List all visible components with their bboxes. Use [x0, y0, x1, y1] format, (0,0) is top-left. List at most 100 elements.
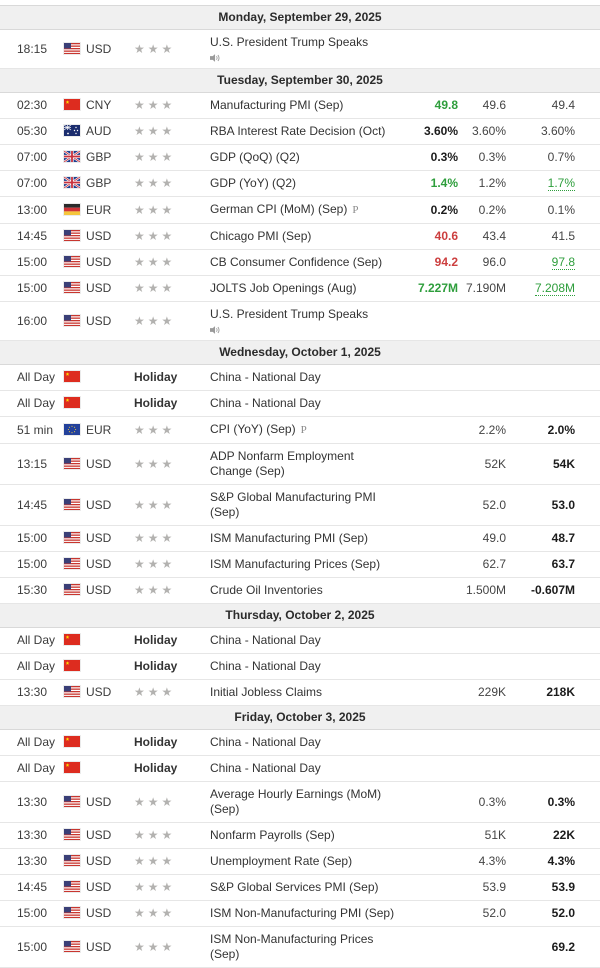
event-name-link[interactable]: ADP Nonfarm Employment Change (Sep)	[210, 449, 354, 478]
event-cell: Chicago PMI (Sep)	[210, 223, 406, 250]
importance-stars-icon: ★★★	[134, 456, 176, 471]
holiday-row[interactable]: All Day Holiday China - National Day	[0, 627, 600, 654]
holiday-row[interactable]: All Day Holiday China - National Day	[0, 755, 600, 782]
event-cell: China - National Day	[210, 653, 406, 680]
previous-revised-value[interactable]: 97.8	[551, 255, 575, 270]
event-name-link[interactable]: Nonfarm Payrolls (Sep)	[210, 828, 335, 842]
gb-flag-icon	[64, 177, 80, 188]
event-row[interactable]: 07:00 GBP ★★★ GDP (YoY) (Q2) 1.4% 1.2% 1.7%	[0, 170, 600, 197]
event-name-link[interactable]: ISM Non-Manufacturing PMI (Sep)	[210, 906, 395, 920]
event-row[interactable]: 15:00 USD ★★★ ISM Manufacturing PMI (Sep) 49…	[0, 525, 600, 552]
day-header-label: Monday, September 29, 2025	[0, 5, 600, 30]
event-row[interactable]: 14:45 USD ★★★ S&P Global Services PMI (Sep)…	[0, 874, 600, 901]
event-row[interactable]: 18:15 USD ★★★ U.S. President Trump Speaks	[0, 29, 600, 69]
forecast-value: 2.2%	[462, 416, 510, 444]
currency-code: USD	[86, 313, 112, 328]
event-name-link[interactable]: ISM Manufacturing PMI (Sep)	[210, 531, 369, 545]
event-row[interactable]: 07:00 GBP ★★★ GDP (QoQ) (Q2) 0.3% 0.3% 0.7%	[0, 144, 600, 171]
importance-stars-icon: ★★★	[134, 313, 176, 328]
event-name-link[interactable]: ISM Non-Manufacturing Prices (Sep)	[210, 932, 374, 961]
holiday-row[interactable]: All Day Holiday China - National Day	[0, 729, 600, 756]
event-name-link[interactable]: GDP (QoQ) (Q2)	[210, 150, 300, 164]
event-name-link[interactable]: Chicago PMI (Sep)	[210, 229, 312, 243]
event-name-link[interactable]: Average Hourly Earnings (MoM) (Sep)	[210, 787, 382, 816]
event-importance: ★★★	[134, 443, 210, 485]
event-name-link[interactable]: Manufacturing PMI (Sep)	[210, 98, 344, 112]
previous-value: 4.3%	[510, 848, 600, 875]
previous-number: 2.0%	[547, 422, 575, 437]
event-cell: U.S. President Trump Speaks	[210, 29, 406, 69]
importance-stars-icon: ★★★	[134, 583, 176, 597]
us-flag-icon	[64, 940, 80, 952]
event-name-link[interactable]: ISM Manufacturing Prices (Sep)	[210, 557, 381, 571]
holiday-row[interactable]: All Day Holiday China - National Day	[0, 364, 600, 391]
event-cell: CPI (YoY) (Sep) P	[210, 416, 406, 444]
event-row[interactable]: 15:00 USD ★★★ ISM Non-Manufacturing Prices …	[0, 926, 600, 968]
event-currency: USD	[64, 525, 134, 552]
event-row[interactable]: 13:00 EUR ★★★ German CPI (MoM) (Sep) P 0.2% 0.…	[0, 196, 600, 224]
event-time: 18:15	[0, 29, 64, 69]
forecast-value: 62.7	[462, 551, 510, 578]
event-name-link[interactable]: GDP (YoY) (Q2)	[210, 176, 297, 190]
event-row[interactable]: 13:30 USD ★★★ Nonfarm Payrolls (Sep) 51K 22K	[0, 822, 600, 849]
event-row[interactable]: 15:00 USD ★★★ CB Consumer Confidence (Sep) 9…	[0, 249, 600, 276]
currency-code: USD	[86, 685, 112, 699]
holiday-row[interactable]: All Day Holiday China - National Day	[0, 653, 600, 680]
forecast-value: 49.0	[462, 525, 510, 552]
event-row[interactable]: 51 min EUR ★★★ CPI (YoY) (Sep) P 2.2% 2.0%	[0, 416, 600, 444]
event-time: 07:00	[0, 170, 64, 197]
previous-number: 218K	[546, 685, 575, 699]
importance-stars-icon: ★★★	[134, 828, 176, 842]
forecast-value	[462, 627, 510, 654]
currency-code: AUD	[86, 124, 112, 138]
event-currency: USD	[64, 275, 134, 302]
event-row[interactable]: 15:00 USD ★★★ JOLTS Job Openings (Aug) 7.227…	[0, 275, 600, 302]
event-name-link[interactable]: S&P Global Manufacturing PMI (Sep)	[210, 490, 376, 519]
event-name-link[interactable]: CB Consumer Confidence (Sep)	[210, 255, 383, 269]
importance-stars-icon: ★★★	[134, 557, 176, 571]
us-flag-icon	[64, 42, 80, 54]
previous-revised-value[interactable]: 1.7%	[547, 176, 575, 191]
event-time: 15:00	[0, 551, 64, 578]
event-row[interactable]: 02:30 CNY ★★★ Manufacturing PMI (Sep) 49.8 49…	[0, 92, 600, 119]
event-row[interactable]: 13:30 USD ★★★ Average Hourly Earnings (MoM)…	[0, 781, 600, 823]
importance-stars-icon: ★★★	[134, 202, 176, 217]
forecast-value	[462, 301, 510, 341]
calendar-body: Monday, September 29, 2025 18:15 USD ★★★ U.S…	[0, 5, 600, 968]
event-importance: ★★★	[134, 926, 210, 968]
event-currency	[64, 653, 134, 680]
event-name-link[interactable]: U.S. President Trump Speaks	[210, 35, 369, 49]
event-name-link[interactable]: RBA Interest Rate Decision (Oct)	[210, 124, 386, 138]
forecast-value: 7.190M	[462, 275, 510, 302]
event-row[interactable]: 05:30 AUD ★★★ RBA Interest Rate Decision (O…	[0, 118, 600, 145]
event-name-link[interactable]: U.S. President Trump Speaks	[210, 307, 369, 321]
event-row[interactable]: 13:15 USD ★★★ ADP Nonfarm Employment Change…	[0, 443, 600, 485]
importance-stars-icon: ★★★	[134, 939, 176, 954]
event-importance: ★★★	[134, 301, 210, 341]
event-row[interactable]: 15:00 USD ★★★ ISM Non-Manufacturing PMI (Se…	[0, 900, 600, 927]
event-row[interactable]: 15:00 USD ★★★ ISM Manufacturing Prices (Sep…	[0, 551, 600, 578]
event-name-link[interactable]: German CPI (MoM) (Sep)	[210, 202, 348, 216]
event-row[interactable]: 14:45 USD ★★★ Chicago PMI (Sep) 40.6 43.4 41.5	[0, 223, 600, 250]
event-name-link[interactable]: Crude Oil Inventories	[210, 583, 323, 597]
event-name-link[interactable]: Unemployment Rate (Sep)	[210, 854, 353, 868]
event-name-link[interactable]: JOLTS Job Openings (Aug)	[210, 281, 357, 295]
currency-code: EUR	[86, 202, 112, 217]
event-name-link[interactable]: CPI (YoY) (Sep)	[210, 422, 296, 436]
actual-value	[406, 781, 462, 823]
event-row[interactable]: 13:30 USD ★★★ Initial Jobless Claims 229K 218…	[0, 679, 600, 706]
event-name-link[interactable]: S&P Global Services PMI (Sep)	[210, 880, 379, 894]
previous-revised-value[interactable]: 7.208M	[534, 281, 575, 296]
event-row[interactable]: 13:30 USD ★★★ Unemployment Rate (Sep) 4.3% 4.…	[0, 848, 600, 875]
event-row[interactable]: 15:30 USD ★★★ Crude Oil Inventories 1.500M -0…	[0, 577, 600, 604]
forecast-value	[462, 653, 510, 680]
forecast-value: 0.3%	[462, 144, 510, 171]
event-row[interactable]: 14:45 USD ★★★ S&P Global Manufacturing PMI …	[0, 484, 600, 526]
event-name-link[interactable]: Initial Jobless Claims	[210, 685, 323, 699]
us-flag-icon	[64, 282, 80, 293]
currency-code: USD	[86, 557, 112, 571]
previous-value: 2.0%	[510, 416, 600, 444]
holiday-row[interactable]: All Day Holiday China - National Day	[0, 390, 600, 417]
event-importance: ★★★	[134, 275, 210, 302]
event-row[interactable]: 16:00 USD ★★★ U.S. President Trump Speaks	[0, 301, 600, 341]
